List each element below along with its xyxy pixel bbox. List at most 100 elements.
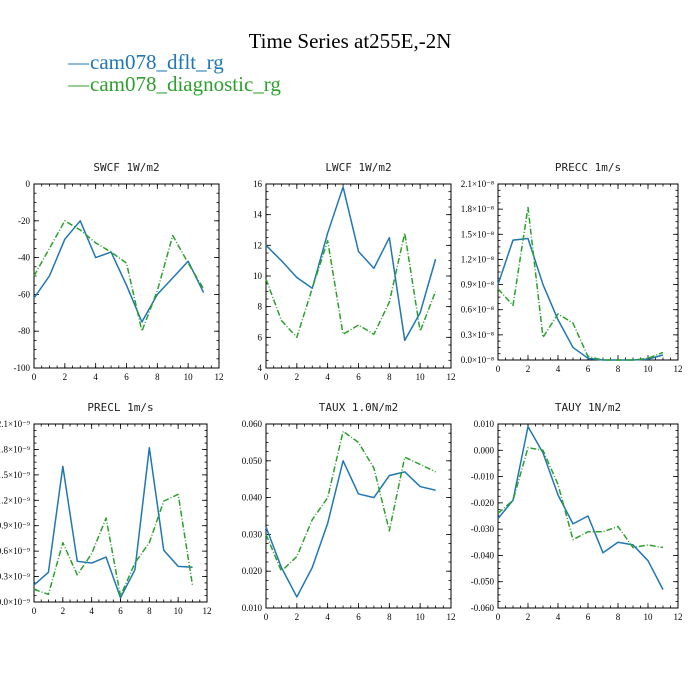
y-tick-label: -100 [14, 363, 31, 373]
y-tick-label: 0.060 [242, 419, 263, 429]
y-tick-label: -80 [18, 326, 30, 336]
series-line-dflt [265, 460, 436, 598]
x-tick-label: 10 [184, 372, 194, 382]
x-tick-label: 10 [644, 612, 654, 622]
x-tick-label: 4 [556, 364, 561, 374]
x-tick-label: 12 [674, 364, 683, 374]
y-tick-label: 1.5×10⁻⁸ [461, 229, 494, 239]
y-tick-label: 2.1×10⁻⁸ [461, 179, 494, 189]
series-line-dflt [497, 237, 664, 361]
x-tick-label: 2 [61, 606, 66, 616]
series-line-diagnostic [265, 232, 437, 339]
x-tick-label: 2 [63, 372, 68, 382]
y-tick-label: 0.020 [242, 566, 263, 576]
y-tick-label: -0.030 [471, 524, 495, 534]
legend-item-dflt: — cam078_dflt_rg [67, 50, 224, 74]
series-line-diagnostic [33, 493, 194, 597]
x-tick-label: 12 [447, 612, 456, 622]
x-tick-label: 8 [147, 606, 152, 616]
y-tick-label: 1.5×10⁻⁹ [0, 470, 30, 480]
x-tick-label: 6 [586, 364, 591, 374]
x-tick-label: 4 [325, 612, 330, 622]
y-tick-label: -0.060 [471, 603, 495, 613]
y-tick-label: 16 [253, 179, 263, 189]
y-tick-label: -0.050 [471, 577, 495, 587]
series-line-dflt [265, 186, 437, 342]
x-tick-label: 4 [556, 612, 561, 622]
panel-title: TAUX 1.0N/m2 [319, 401, 398, 414]
chart-panel-2: LWCF 1W/m2 0 2 4 6 8 10 12 4 6 8 10 12 14 16 [253, 161, 456, 382]
legend-dash-diagnostic: — [67, 72, 90, 96]
y-tick-label: 0.010 [474, 419, 495, 429]
legend-dash-dflt: — [67, 50, 90, 74]
panel-title: PRECL 1m/s [87, 401, 153, 414]
y-tick-label: 4 [258, 363, 263, 373]
x-tick-label: 2 [295, 612, 300, 622]
y-tick-label: 0.6×10⁻⁹ [0, 546, 30, 556]
x-tick-label: 6 [124, 372, 129, 382]
y-tick-label: 0.9×10⁻⁸ [461, 280, 494, 290]
y-tick-label: 0.6×10⁻⁸ [461, 305, 494, 315]
x-tick-label: 4 [89, 606, 94, 616]
x-tick-label: 0 [32, 372, 37, 382]
x-tick-label: 4 [325, 372, 330, 382]
y-tick-label: 0.9×10⁻⁹ [0, 521, 30, 531]
x-tick-label: 12 [215, 372, 224, 382]
y-tick-label: -0.020 [471, 498, 495, 508]
chart-panel-4: PRECL 1m/s 0 2 4 6 8 10 12 0.0×10⁻⁹ 0.3×10⁻⁹ 0.6×1… [0, 401, 212, 616]
y-tick-label: -40 [18, 253, 30, 263]
y-tick-label: 1.8×10⁻⁸ [461, 204, 494, 214]
y-tick-label: 1.2×10⁻⁹ [0, 495, 30, 505]
y-tick-label: 0.040 [242, 493, 263, 503]
y-tick-label: 0.010 [242, 603, 263, 613]
y-tick-label: 1.2×10⁻⁸ [461, 254, 494, 264]
x-tick-label: 10 [644, 364, 654, 374]
x-tick-label: 12 [674, 612, 683, 622]
y-tick-label: 2.1×10⁻⁹ [0, 419, 30, 429]
y-tick-label: 0.3×10⁻⁹ [0, 572, 30, 582]
legend-item-diagnostic: — cam078_diagnostic_rg [67, 72, 281, 96]
y-tick-label: 6 [258, 332, 263, 342]
y-tick-label: 0.050 [242, 456, 263, 466]
figure-title: Time Series at255E,-2N [249, 29, 452, 53]
panel-title: TAUY 1N/m2 [555, 401, 621, 414]
y-tick-label: -20 [18, 216, 30, 226]
x-tick-label: 10 [416, 372, 426, 382]
legend-label-diagnostic: cam078_diagnostic_rg [90, 72, 281, 96]
x-tick-label: 2 [526, 612, 531, 622]
x-tick-label: 0 [264, 372, 269, 382]
series-line-diagnostic [265, 430, 436, 572]
y-tick-label: -0.040 [471, 550, 495, 560]
x-tick-label: 8 [616, 612, 621, 622]
chart-panels: SWCF 1W/m20 2 4 6 8 10 12-100-80-60-40-200LWCF… [0, 161, 683, 622]
x-tick-label: 0 [32, 606, 37, 616]
series-line-diagnostic [497, 446, 664, 549]
series-line-dflt [33, 220, 205, 323]
series-line-diagnostic [33, 220, 205, 332]
y-tick-label: 12 [253, 240, 262, 250]
series-line-diagnostic [497, 206, 664, 361]
chart-panel-1: SWCF 1W/m2 0 2 4 6 8 10 12 -100 -80 -60 -40 -20 0 [14, 161, 224, 382]
series-line-dflt [33, 446, 193, 599]
chart-panel-5: TAUX 1.0N/m2 0 2 4 6 8 10 12 0.010 0.020 0.030 0.04… [242, 401, 456, 622]
y-tick-label: 10 [253, 271, 263, 281]
y-tick-label: 0.0×10⁻⁸ [461, 355, 494, 365]
y-tick-label: -0.010 [471, 472, 495, 482]
x-tick-label: 8 [387, 372, 392, 382]
y-tick-label: 1.8×10⁻⁹ [0, 444, 30, 454]
x-tick-label: 6 [356, 372, 361, 382]
x-tick-label: 6 [356, 612, 361, 622]
x-tick-label: 4 [93, 372, 98, 382]
panel-title: SWCF 1W/m2 [93, 161, 159, 174]
series-line-dflt [497, 425, 664, 590]
x-tick-label: 10 [416, 612, 426, 622]
x-tick-label: 12 [447, 372, 456, 382]
y-tick-label: 0.030 [242, 529, 263, 539]
legend-label-dflt: cam078_dflt_rg [90, 50, 224, 74]
plot-frame [497, 183, 679, 361]
x-tick-label: 0 [496, 364, 501, 374]
x-tick-label: 8 [616, 364, 621, 374]
x-tick-label: 0 [264, 612, 269, 622]
x-tick-label: 8 [155, 372, 160, 382]
